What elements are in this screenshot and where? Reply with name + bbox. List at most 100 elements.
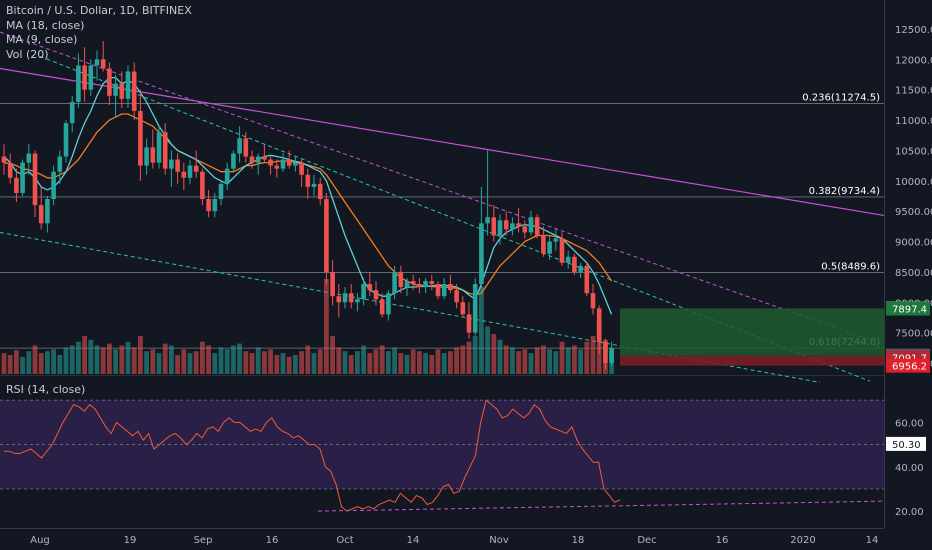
candle-body — [181, 171, 187, 178]
candle-body — [559, 238, 565, 263]
legend-ma18[interactable]: MA (18, close) — [6, 18, 85, 32]
rsi-band — [0, 400, 884, 489]
candle-body — [38, 205, 44, 224]
candle-body — [485, 217, 490, 224]
volume-bar — [379, 345, 385, 374]
candle-body — [224, 168, 230, 184]
volume-bar — [131, 347, 137, 374]
volume-bar — [175, 355, 180, 374]
candle-body — [249, 156, 255, 163]
candle-body — [274, 165, 280, 169]
trendline-magenta-dashed — [0, 31, 885, 346]
volume-bar — [330, 336, 335, 374]
candle-body — [348, 293, 354, 303]
legend-symbol[interactable]: Bitcoin / U.S. Dollar, 1D, BITFINEX — [6, 4, 192, 17]
volume-bar — [193, 351, 199, 374]
time-tick-label: Oct — [336, 535, 353, 546]
candle-body — [82, 65, 87, 90]
candle-body — [522, 226, 528, 233]
rsi-tick-label: 60.00 — [895, 418, 924, 429]
volume-bar — [138, 336, 143, 374]
volume-bar — [57, 355, 63, 374]
volume-bar — [212, 353, 218, 374]
position-target-zone — [620, 308, 884, 356]
candle-body — [491, 217, 497, 236]
volume-bar — [398, 353, 404, 374]
candle-body — [590, 293, 596, 309]
volume-bar — [169, 345, 174, 374]
price-label-box — [886, 301, 930, 316]
rsi-title[interactable]: RSI (14, close) — [6, 383, 86, 396]
candle-body — [441, 284, 447, 297]
time-tick-label: 19 — [124, 535, 137, 546]
candle-body — [26, 153, 32, 163]
volume-bar — [156, 353, 162, 374]
legend-ma9[interactable]: MA (9, close) — [6, 33, 78, 46]
volume-bar — [404, 355, 410, 374]
candle-body — [150, 147, 156, 163]
candle-body — [20, 162, 25, 193]
candle-body — [51, 171, 56, 200]
legend-volume[interactable]: Vol (20) — [6, 47, 49, 61]
volume-bar — [200, 341, 205, 374]
candle-body — [218, 183, 224, 200]
volume-bar — [472, 336, 478, 374]
candle-body — [460, 302, 466, 315]
candle-body — [280, 159, 286, 169]
price-label: 6956.2 — [892, 362, 927, 373]
candle-body — [386, 293, 391, 315]
time-tick-label: Aug — [30, 535, 50, 546]
volume-bar — [355, 351, 360, 374]
price-tick-label: 11500.00 — [895, 86, 932, 97]
volume-bar — [76, 341, 81, 374]
candle-body — [175, 159, 180, 172]
candle-body — [206, 199, 211, 212]
candle-body — [200, 171, 205, 200]
candle-body — [311, 183, 317, 187]
volume-bar — [324, 279, 329, 374]
candle-body — [1, 156, 7, 163]
volume-bar — [38, 353, 44, 374]
candle-body — [45, 199, 50, 224]
candle-body — [94, 59, 100, 66]
candle-body — [367, 284, 373, 291]
time-tick-label: Dec — [637, 535, 656, 546]
fib-label: 0.236(11274.5) — [802, 92, 880, 103]
candle-body — [125, 71, 131, 99]
volume-bar — [82, 336, 87, 374]
price-tick-label: 8500.00 — [895, 268, 932, 279]
volume-bar — [317, 349, 323, 374]
candle-body — [528, 217, 534, 233]
candle-body — [57, 156, 63, 172]
volume-bar — [429, 355, 435, 374]
candle-body — [187, 165, 193, 178]
chart-legend: Bitcoin / U.S. Dollar, 1D, BITFINEX MA (… — [6, 4, 192, 62]
volume-bar — [237, 343, 242, 374]
candle-body — [138, 110, 143, 166]
volume-bar — [491, 334, 497, 374]
volume-bar — [373, 349, 379, 374]
candle-body — [119, 83, 125, 99]
candle-body — [596, 308, 602, 342]
volume-bar — [150, 349, 156, 374]
candle-body — [262, 156, 267, 160]
candle-body — [255, 156, 261, 163]
candle-body — [603, 341, 608, 363]
candle-body — [429, 281, 435, 285]
candle-body — [392, 271, 397, 294]
fib-label: 0.382(9734.4) — [809, 186, 881, 197]
volume-bar — [516, 351, 521, 374]
candle-body — [293, 162, 298, 166]
volume-bar — [565, 347, 571, 374]
volume-bar — [392, 347, 397, 374]
candle-body — [32, 153, 38, 206]
time-tick-label: Nov — [489, 535, 509, 546]
candle-body — [355, 299, 360, 303]
volume-bar — [578, 349, 583, 374]
candle-body — [299, 162, 304, 175]
candle-body — [516, 223, 521, 227]
volume-bar — [348, 355, 354, 374]
candle-body — [286, 159, 292, 166]
